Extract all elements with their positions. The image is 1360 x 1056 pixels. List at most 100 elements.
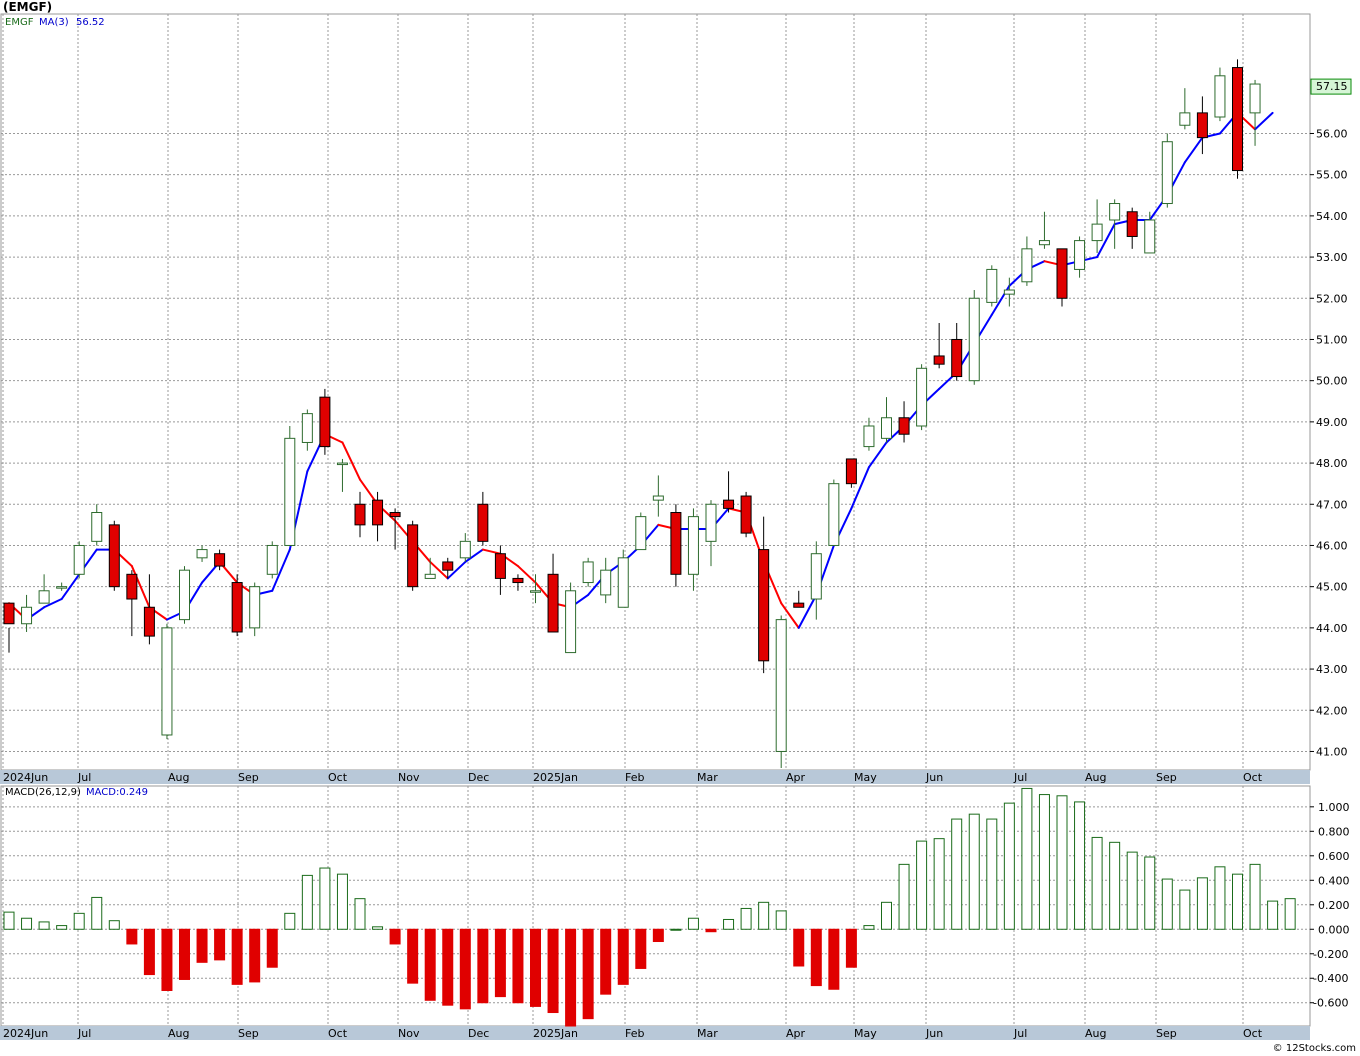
candle-body	[56, 586, 68, 589]
macd-bar	[1056, 795, 1068, 930]
price-month-label: Sep	[1156, 771, 1177, 784]
macd-bar	[758, 901, 770, 930]
macd-tick-label: -0.200	[1313, 948, 1348, 961]
candle-body	[179, 569, 190, 621]
macd-bar	[1109, 841, 1121, 930]
candle-body	[1021, 248, 1033, 283]
macd-bar	[740, 907, 752, 930]
price-month-label: Jul	[77, 771, 91, 784]
macd-bar	[231, 928, 243, 985]
candle	[1196, 96, 1208, 155]
candle-body	[301, 413, 313, 443]
macd-bar	[898, 863, 910, 930]
macd-month-label: Sep	[1156, 1027, 1177, 1040]
candle	[179, 566, 190, 624]
ma-segment	[60, 573, 81, 601]
candle	[1038, 211, 1050, 249]
macd-bar	[1267, 900, 1279, 930]
candle	[512, 574, 524, 591]
price-tick-label: 49.00	[1316, 416, 1348, 429]
macd-bar	[652, 928, 664, 943]
last-price-value: 57.15	[1316, 80, 1348, 93]
macd-month-label: Oct	[328, 1027, 348, 1040]
last-price-box	[1310, 78, 1352, 95]
candle	[73, 541, 85, 579]
candle-body	[863, 425, 875, 448]
legend-symbol: EMGF	[5, 17, 34, 28]
candle	[477, 491, 489, 546]
candle-body	[477, 503, 489, 542]
macd-bar	[1038, 794, 1050, 930]
candle-body	[1161, 141, 1173, 205]
candle	[600, 557, 612, 604]
candle-body	[319, 396, 331, 448]
candle	[635, 512, 647, 551]
candle-body	[494, 553, 506, 579]
candle-body	[775, 619, 787, 752]
macd-tick-label: 0.400	[1318, 874, 1350, 887]
macd-month-label: Feb	[625, 1027, 644, 1040]
macd-histogram	[3, 787, 1296, 1027]
candle	[1021, 236, 1033, 286]
macd-bar	[442, 928, 454, 1006]
candle	[968, 290, 980, 385]
price-month-label: Oct	[1243, 771, 1263, 784]
candle-body	[705, 503, 717, 542]
legend-ma-label: MA(3)	[39, 17, 69, 28]
price-month-label: Jul	[1013, 771, 1027, 784]
candle-body	[126, 573, 138, 600]
candle-body	[810, 553, 822, 600]
price-month-label: Oct	[328, 771, 348, 784]
candle	[266, 541, 278, 579]
macd-bar	[1144, 856, 1156, 930]
candle-body	[986, 268, 998, 303]
macd-bar	[21, 917, 33, 930]
price-month-label: 2024Jun	[3, 771, 48, 784]
candle-body	[1196, 112, 1208, 139]
macd-bar	[810, 928, 822, 987]
macd-bar	[161, 928, 173, 991]
candle-body	[740, 495, 752, 534]
candle	[21, 594, 33, 632]
macd-bar	[354, 898, 366, 930]
candle-body	[512, 577, 524, 584]
price-month-label: Apr	[786, 771, 806, 784]
candle	[652, 475, 664, 517]
candle	[319, 388, 331, 455]
macd-bar	[424, 928, 436, 1001]
month-labels: 2024Jun 2024Jun Jul Jul Aug Aug Sep Sep Oct Oct No…	[3, 771, 1263, 1040]
price-month-label: Jun	[925, 771, 943, 784]
price-legend: EMGF MA(3) 56.52	[5, 17, 105, 28]
candle	[916, 364, 928, 431]
macd-bar	[845, 928, 857, 968]
candle-body	[1056, 248, 1068, 299]
candle	[933, 322, 945, 369]
candle	[863, 417, 875, 451]
macd-month-label: Jul	[77, 1027, 91, 1040]
candle-body	[565, 590, 577, 654]
macd-bar	[1214, 866, 1226, 930]
legend-ma-value: 56.52	[76, 17, 105, 28]
macd-bar	[1074, 801, 1086, 930]
candle	[1232, 59, 1243, 179]
candle-body	[266, 544, 278, 575]
macd-month-axis	[0, 1026, 1310, 1040]
candle-body	[1074, 240, 1086, 270]
candle-body	[933, 355, 945, 365]
macd-bar	[600, 928, 612, 995]
candle	[1126, 207, 1138, 249]
macd-bar	[56, 925, 68, 930]
macd-bar	[266, 928, 278, 968]
macd-bar	[951, 818, 963, 930]
candle-body	[1003, 289, 1015, 295]
macd-bar	[1179, 889, 1191, 930]
candle	[740, 491, 752, 538]
macd-bar	[459, 928, 471, 1010]
candle	[898, 401, 910, 443]
macd-legend-value: MACD:0.249	[86, 787, 148, 798]
macd-bar	[933, 838, 945, 930]
macd-bar	[38, 921, 50, 930]
macd-bar	[73, 912, 85, 930]
price-month-label: 2025Jan	[533, 771, 578, 784]
candle	[793, 590, 805, 608]
